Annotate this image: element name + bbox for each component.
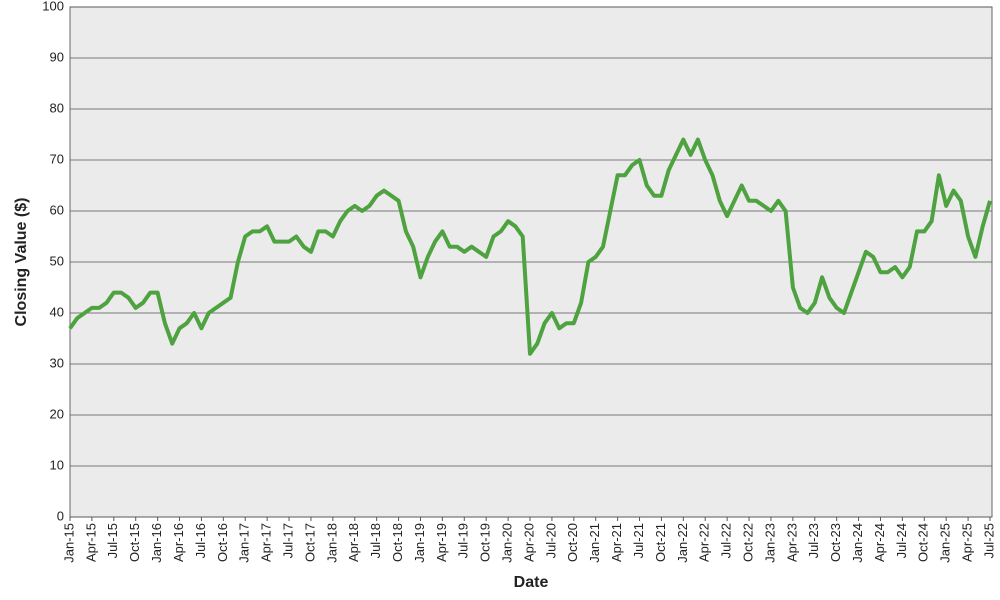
y-axis-label: Closing Value ($) <box>13 198 30 327</box>
x-tick-label: Jan-15 <box>61 523 76 563</box>
x-tick-label: Apr-22 <box>697 523 712 562</box>
x-tick-label: Oct-19 <box>478 523 493 562</box>
x-tick-label: Apr-15 <box>83 523 98 562</box>
x-tick-label: Oct-15 <box>127 523 142 562</box>
x-tick-label: Jul-16 <box>193 523 208 558</box>
x-tick-label: Jul-18 <box>368 523 383 558</box>
y-tick-label: 60 <box>50 202 64 217</box>
x-tick-label: Jan-22 <box>675 523 690 563</box>
x-tick-label: Jul-25 <box>981 523 996 558</box>
x-tick-label: Oct-24 <box>916 523 931 562</box>
x-tick-label: Jan-21 <box>587 523 602 563</box>
y-tick-label: 0 <box>57 508 64 523</box>
x-tick-label: Jul-19 <box>456 523 471 558</box>
x-tick-label: Jul-15 <box>105 523 120 558</box>
x-tick-label: Apr-20 <box>521 523 536 562</box>
x-tick-label: Oct-23 <box>828 523 843 562</box>
x-tick-label: Jan-20 <box>500 523 515 563</box>
y-tick-label: 80 <box>50 100 64 115</box>
x-tick-label: Apr-21 <box>609 523 624 562</box>
x-tick-label: Apr-16 <box>171 523 186 562</box>
x-axis-label: Date <box>514 574 549 591</box>
x-tick-label: Jan-25 <box>938 523 953 563</box>
y-tick-label: 90 <box>50 49 64 64</box>
x-tick-label: Jan-17 <box>237 523 252 563</box>
x-tick-label: Apr-19 <box>434 523 449 562</box>
y-tick-label: 20 <box>50 406 64 421</box>
x-tick-label: Jul-23 <box>806 523 821 558</box>
x-tick-label: Oct-21 <box>653 523 668 562</box>
x-tick-label: Oct-16 <box>215 523 230 562</box>
y-tick-label: 40 <box>50 304 64 319</box>
y-tick-label: 10 <box>50 457 64 472</box>
x-tick-label: Jul-24 <box>894 523 909 558</box>
x-tick-label: Jul-21 <box>631 523 646 558</box>
x-tick-label: Jul-20 <box>543 523 558 558</box>
x-tick-label: Jul-17 <box>280 523 295 558</box>
x-tick-label: Oct-18 <box>390 523 405 562</box>
x-tick-label: Apr-17 <box>259 523 274 562</box>
x-tick-label: Jan-16 <box>149 523 164 563</box>
x-tick-label: Jan-23 <box>762 523 777 563</box>
line <box>68 137 992 356</box>
x-tick-label: Jan-18 <box>324 523 339 563</box>
y-tick-label: 70 <box>50 151 64 166</box>
x-tick-label: Jul-22 <box>719 523 734 558</box>
x-tick-label: Oct-20 <box>565 523 580 562</box>
x-tick-label: Oct-22 <box>740 523 755 562</box>
x-tick-label: Apr-24 <box>872 523 887 562</box>
x-tick-label: Apr-23 <box>784 523 799 562</box>
x-tick-label: Jan-24 <box>850 523 865 563</box>
y-tick-label: 50 <box>50 253 64 268</box>
y-tick-label: 100 <box>42 0 64 13</box>
x-tick-label: Apr-25 <box>960 523 975 562</box>
x-tick-label: Apr-18 <box>346 523 361 562</box>
y-tick-label: 30 <box>50 355 64 370</box>
x-tick-label: Jan-19 <box>412 523 427 563</box>
x-tick-label: Oct-17 <box>302 523 317 562</box>
